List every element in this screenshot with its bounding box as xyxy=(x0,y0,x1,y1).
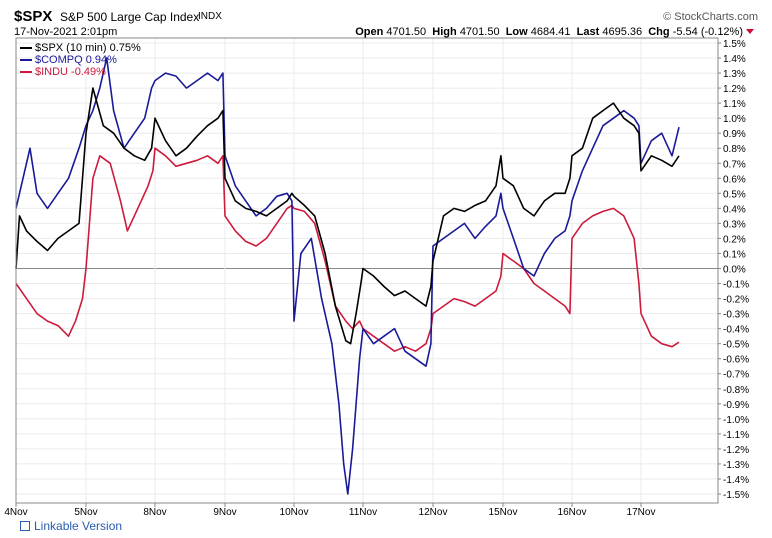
down-arrow-icon xyxy=(746,29,754,34)
y-tick-label: 0.5% xyxy=(723,189,746,200)
legend-item-indu: $INDU -0.49% xyxy=(20,66,106,78)
y-tick-label: 0.3% xyxy=(723,219,746,230)
legend-swatch-indu xyxy=(20,71,32,74)
y-tick-label: -1.1% xyxy=(723,430,749,441)
x-tick-label: 16Nov xyxy=(558,507,587,518)
linkable-version-link[interactable]: Linkable Version xyxy=(20,519,122,533)
x-tick-label: 8Nov xyxy=(143,507,166,518)
y-tick-label: -0.6% xyxy=(723,355,749,366)
link-icon xyxy=(20,521,30,531)
legend-swatch-compq xyxy=(20,59,32,62)
legend-item-spx: $SPX (10 min) 0.75% xyxy=(20,42,141,54)
linkable-version-label: Linkable Version xyxy=(34,519,123,533)
open-value: 4701.50 xyxy=(386,26,427,38)
y-tick-label: 0.1% xyxy=(723,249,746,260)
y-tick-label: -0.9% xyxy=(723,400,749,411)
y-tick-label: -1.2% xyxy=(723,445,749,456)
legend-label-compq: $COMPQ 0.94% xyxy=(35,54,117,66)
x-tick-label: 12Nov xyxy=(419,507,448,518)
brand-label: © StockCharts.com xyxy=(663,11,758,23)
x-tick-label: 11Nov xyxy=(349,507,377,518)
symbol-description: S&P 500 Large Cap Index xyxy=(60,10,200,24)
series-line-2 xyxy=(15,147,680,353)
x-tick-label: 4Nov xyxy=(4,507,27,518)
low-label: Low xyxy=(505,26,528,38)
high-label: High xyxy=(432,26,457,38)
y-tick-label: 1.0% xyxy=(723,114,746,125)
y-tick-label: -0.3% xyxy=(723,310,749,321)
chg-label: Chg xyxy=(648,26,670,38)
y-tick-label: 0.2% xyxy=(723,234,746,245)
x-axis-labels: 4Nov 5Nov 8Nov 9Nov 10Nov 11Nov 12Nov 15Nov 16No… xyxy=(4,503,655,518)
y-tick-label: -0.1% xyxy=(723,280,749,291)
legend-swatch-spx xyxy=(20,47,32,50)
symbol-title: $SPX xyxy=(14,8,53,25)
y-tick-label: 0.4% xyxy=(723,204,746,215)
legend-label-spx: $SPX (10 min) 0.75% xyxy=(35,42,141,54)
y-tick-label: 0.6% xyxy=(723,174,746,185)
series-line-0 xyxy=(15,87,680,345)
quote-bar: Open 4701.50 High 4701.50 Low 4684.41 La… xyxy=(355,26,754,38)
y-tick-label: 0.7% xyxy=(723,159,746,170)
y-tick-label: -1.4% xyxy=(723,475,749,486)
y-tick-label: -0.2% xyxy=(723,295,749,306)
last-label: Last xyxy=(576,26,600,38)
exchange-label: INDX xyxy=(198,11,222,22)
y-tick-label: -1.0% xyxy=(723,415,749,426)
plot-frame xyxy=(15,37,719,504)
y-tick-label: -0.7% xyxy=(723,370,749,381)
legend-item-compq: $COMPQ 0.94% xyxy=(20,54,117,66)
last-value: 4695.36 xyxy=(602,26,643,38)
y-tick-label: 1.1% xyxy=(723,99,746,110)
y-tick-label: 1.4% xyxy=(723,54,746,65)
open-label: Open xyxy=(355,26,384,38)
y-tick-label: -0.4% xyxy=(723,325,749,336)
y-tick-label: -0.5% xyxy=(723,340,749,351)
low-value: 4684.41 xyxy=(530,26,571,38)
x-tick-label: 9Nov xyxy=(213,507,236,518)
y-tick-label: -1.3% xyxy=(723,460,749,471)
x-tick-label: 17Nov xyxy=(627,507,656,518)
x-tick-label: 15Nov xyxy=(489,507,518,518)
chg-value: -5.54 (-0.12%) xyxy=(672,26,743,38)
legend-label-indu: $INDU -0.49% xyxy=(35,66,106,78)
y-tick-label: 1.2% xyxy=(723,84,746,95)
y-tick-label: 1.3% xyxy=(723,69,746,80)
y-tick-label: 1.5% xyxy=(723,39,746,50)
series-line-1 xyxy=(15,57,680,495)
y-tick-label: 0.9% xyxy=(723,129,746,140)
y-tick-label: -0.8% xyxy=(723,385,749,396)
y-tick-label: -1.5% xyxy=(723,490,749,501)
y-tick-label: 0.8% xyxy=(723,144,746,155)
y-axis-labels: 1.5% 1.4% 1.3% 1.2% 1.1% 1.0% 0.9% 0.8% 0.7% 0.6%… xyxy=(718,39,749,501)
chart-datetime: 17-Nov-2021 2:01pm xyxy=(14,26,118,38)
x-tick-label: 5Nov xyxy=(74,507,97,518)
y-tick-label: 0.0% xyxy=(723,265,746,276)
chart-series-lines xyxy=(15,57,680,495)
chart-grid xyxy=(16,38,718,503)
x-tick-label: 10Nov xyxy=(280,507,309,518)
high-value: 4701.50 xyxy=(459,26,500,38)
